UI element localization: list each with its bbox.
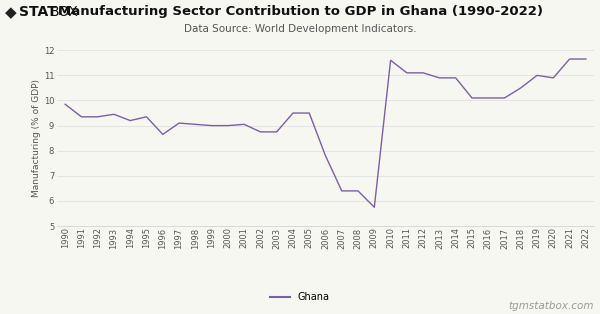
Text: tgmstatbox.com: tgmstatbox.com — [509, 301, 594, 311]
Text: Manufacturing Sector Contribution to GDP in Ghana (1990-2022): Manufacturing Sector Contribution to GDP… — [58, 5, 542, 18]
Text: ◆: ◆ — [5, 5, 17, 20]
Legend: Ghana: Ghana — [266, 288, 334, 306]
Text: STAT: STAT — [19, 5, 57, 19]
Text: BOX: BOX — [49, 5, 78, 19]
Y-axis label: Manufacturing (% of GDP): Manufacturing (% of GDP) — [32, 79, 41, 197]
Text: Data Source: World Development Indicators.: Data Source: World Development Indicator… — [184, 24, 416, 34]
